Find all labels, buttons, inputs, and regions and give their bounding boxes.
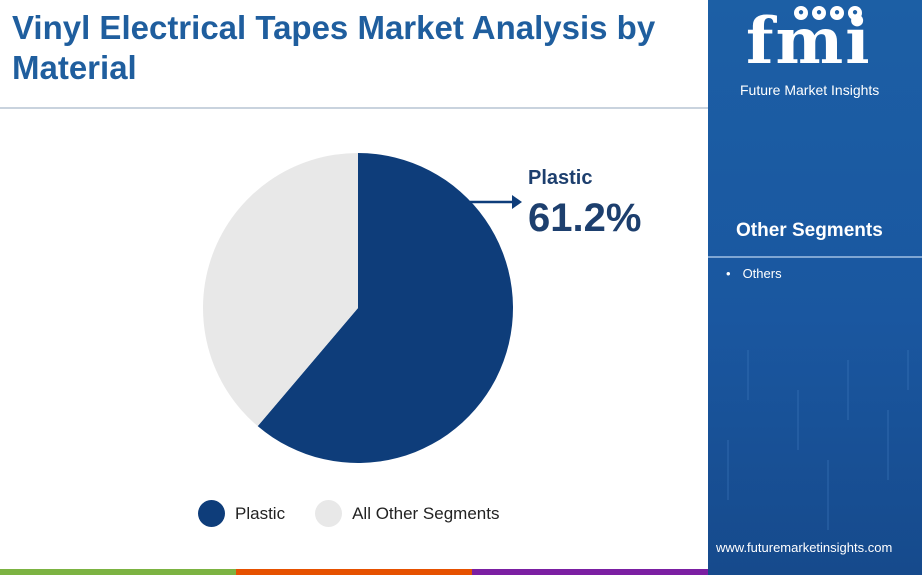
legend-item-other: All Other Segments	[315, 500, 499, 527]
pie-chart	[203, 153, 522, 463]
website-url: www.futuremarketinsights.com	[716, 540, 893, 555]
logo-dot-icon: ●	[794, 6, 808, 20]
legend-item-plastic: Plastic	[198, 500, 285, 527]
other-segments-heading: Other Segments	[736, 220, 883, 241]
pie-group	[203, 153, 513, 463]
pie-slice-plastic	[257, 153, 513, 463]
bottom-bar-green	[0, 569, 236, 575]
legend-label-other: All Other Segments	[352, 503, 500, 523]
side-panel: ● ● ● ● fmi Future Market Insights Other…	[708, 0, 922, 575]
chart-title: Vinyl Electrical Tapes Market Analysis b…	[12, 9, 656, 86]
logo-dot-icon: ●	[830, 6, 844, 20]
logo-subtitle: Future Market Insights	[740, 82, 880, 98]
logo-icons: ● ● ● ●	[794, 6, 866, 20]
callout-label: Plastic	[528, 167, 593, 189]
list-item: Others	[726, 264, 782, 284]
pie-slice-all-other-segments	[203, 153, 358, 427]
legend-swatch-plastic	[198, 500, 225, 527]
bottom-bar-orange	[236, 569, 472, 575]
chart-legend: Plastic All Other Segments	[198, 500, 529, 527]
callout-value: 61.2%	[528, 196, 642, 240]
legend-swatch-other	[315, 500, 343, 527]
other-segments-list: Others	[726, 264, 782, 284]
panel-divider	[708, 256, 922, 258]
decorative-lines	[727, 350, 909, 530]
logo-dot-icon: ●	[812, 6, 826, 20]
fmi-logo: ● ● ● ● fmi Future Market Insights	[708, 4, 922, 104]
bottom-color-bar	[0, 569, 708, 575]
legend-label-plastic: Plastic	[235, 503, 286, 523]
logo-dot-icon: ●	[848, 6, 862, 20]
logo-letters: fmi	[746, 4, 872, 79]
bottom-bar-purple	[472, 569, 708, 575]
callout-arrow	[470, 195, 522, 209]
title-divider	[0, 107, 708, 109]
